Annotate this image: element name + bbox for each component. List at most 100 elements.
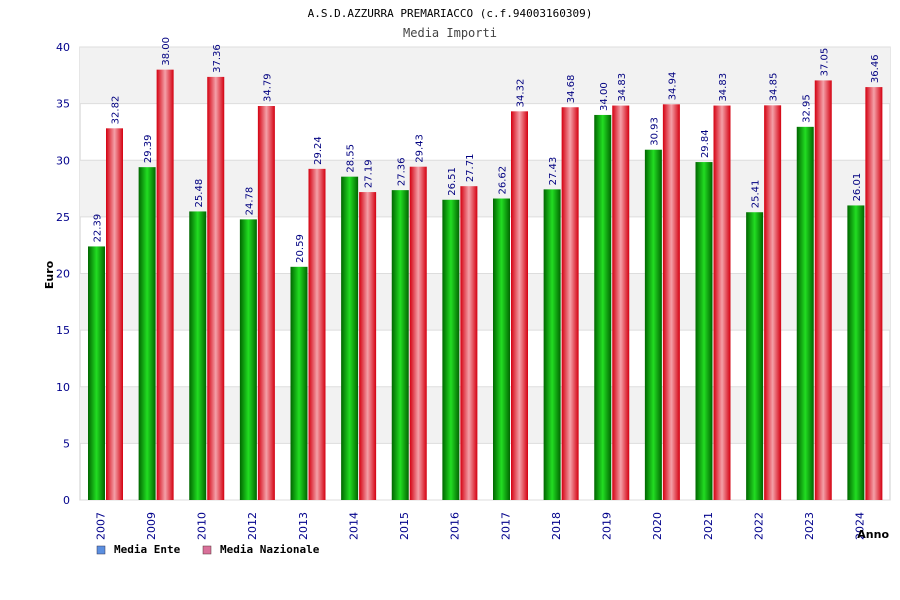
x-tick-label: 2007: [94, 512, 107, 540]
data-label-media-nazionale: 32.82: [111, 96, 122, 125]
data-label-media-nazionale: 34.94: [667, 72, 678, 101]
bar-media-ente: [543, 189, 561, 500]
bar-media-ente: [138, 167, 156, 500]
x-tick-label: 2012: [246, 512, 259, 540]
legend: Media Ente Media Nazionale: [96, 543, 320, 556]
x-tick-label: 2020: [651, 512, 664, 540]
data-label-media-nazionale: 27.71: [465, 154, 476, 183]
data-label-media-nazionale: 29.24: [313, 136, 324, 165]
y-tick-label: 5: [63, 437, 70, 450]
y-axis-label: Euro: [43, 260, 56, 289]
bar-media-ente: [493, 198, 510, 500]
data-label-media-ente: 26.51: [447, 167, 458, 196]
bar-media-nazionale: [561, 107, 579, 501]
x-tick-label: 2023: [803, 512, 816, 540]
plot-area: 0 5 10 15 20 25 30 35 40 22.39 32.82 2007 29.39 38.00…: [56, 37, 891, 540]
data-label-media-ente: 27.43: [548, 157, 559, 186]
x-tick-label: 2018: [550, 512, 563, 540]
data-label-media-nazionale: 29.43: [414, 134, 425, 163]
bar-media-ente: [847, 205, 865, 500]
x-tick-label: 2009: [145, 512, 158, 540]
data-label-media-nazionale: 34.83: [617, 73, 628, 102]
bar-media-nazionale: [764, 105, 782, 500]
bar-media-nazionale: [409, 166, 427, 500]
bar-media-ente: [88, 246, 105, 500]
x-tick-label: 2019: [601, 512, 614, 540]
bar-media-nazionale: [814, 80, 832, 500]
x-tick-label: 2024: [854, 512, 867, 540]
data-label-media-ente: 26.01: [852, 173, 863, 202]
legend-swatch-media-ente: [96, 545, 106, 555]
x-tick-label: 2015: [398, 512, 411, 540]
legend-label-media-nazionale: Media Nazionale: [220, 543, 320, 556]
x-tick-label: 2010: [196, 512, 209, 540]
data-label-media-nazionale: 37.36: [212, 44, 223, 73]
y-tick-label: 30: [56, 154, 70, 167]
data-label-media-nazionale: 34.32: [516, 79, 527, 108]
data-label-media-nazionale: 34.68: [566, 75, 577, 104]
data-label-media-nazionale: 38.00: [161, 37, 172, 66]
y-tick-label: 40: [56, 41, 70, 54]
x-tick-label: 2017: [499, 512, 512, 540]
bar-media-ente: [695, 162, 713, 500]
bar-media-ente: [290, 266, 308, 500]
bar-media-ente: [746, 212, 764, 500]
data-label-media-nazionale: 34.85: [769, 73, 780, 102]
x-tick-label: 2016: [449, 512, 462, 540]
data-label-media-ente: 25.48: [194, 179, 205, 208]
data-label-media-ente: 28.55: [346, 144, 357, 173]
y-tick-label: 10: [56, 381, 70, 394]
data-label-media-ente: 25.41: [751, 180, 762, 209]
data-label-media-ente: 34.00: [599, 82, 610, 111]
y-tick-label: 15: [56, 324, 70, 337]
bar-media-nazionale: [511, 111, 528, 501]
y-tick-label: 25: [56, 211, 70, 224]
x-tick-label: 2013: [297, 512, 310, 540]
data-label-media-ente: 27.36: [396, 158, 407, 187]
bar-media-nazionale: [156, 69, 174, 501]
legend-swatch-media-nazionale: [202, 545, 212, 555]
data-label-media-ente: 20.59: [295, 234, 306, 263]
bar-media-nazionale: [865, 87, 883, 500]
bar-media-ente: [644, 149, 662, 500]
bar-media-ente: [189, 211, 207, 500]
data-label-media-ente: 29.39: [143, 135, 154, 164]
bar-media-nazionale: [359, 192, 377, 501]
bar-media-nazionale: [257, 106, 275, 501]
bar-media-nazionale: [612, 105, 630, 501]
bar-media-nazionale: [460, 186, 478, 500]
bar-media-ente: [594, 114, 612, 500]
data-label-media-nazionale: 34.83: [718, 73, 729, 102]
legend-label-media-ente: Media Ente: [114, 543, 181, 556]
x-tick-label: 2022: [752, 512, 765, 540]
data-label-media-ente: 30.93: [649, 117, 660, 146]
bar-media-nazionale: [207, 76, 225, 500]
x-tick-label: 2021: [702, 512, 715, 540]
bar-media-ente: [442, 199, 460, 501]
data-label-media-ente: 22.39: [93, 214, 104, 243]
y-tick-label: 35: [56, 98, 70, 111]
data-label-media-nazionale: 34.79: [262, 73, 273, 102]
bar-media-ente: [796, 126, 814, 500]
bar-media-ente: [391, 190, 409, 500]
data-label-media-nazionale: 27.19: [364, 159, 375, 188]
y-tick-label: 0: [63, 494, 70, 507]
bar-media-ente: [239, 219, 257, 500]
bar-media-ente: [341, 176, 359, 500]
bar-media-nazionale: [106, 128, 123, 500]
data-label-media-ente: 29.84: [700, 129, 711, 158]
x-axis-label: Anno: [857, 528, 889, 541]
chart-title: A.S.D.AZZURRA PREMARIACCO (c.f.940031603…: [308, 7, 593, 20]
y-tick-label: 20: [56, 268, 70, 281]
bar-media-nazionale: [713, 105, 731, 501]
data-label-media-nazionale: 36.46: [870, 54, 881, 83]
data-label-media-ente: 24.78: [244, 187, 255, 216]
bar-media-nazionale: [308, 168, 326, 500]
x-tick-label: 2014: [347, 512, 360, 540]
chart-subtitle: Media Importi: [403, 26, 497, 40]
data-label-media-ente: 26.62: [498, 166, 509, 195]
data-label-media-nazionale: 37.05: [819, 48, 830, 77]
bar-media-nazionale: [662, 104, 680, 500]
data-label-media-ente: 32.95: [801, 94, 812, 123]
